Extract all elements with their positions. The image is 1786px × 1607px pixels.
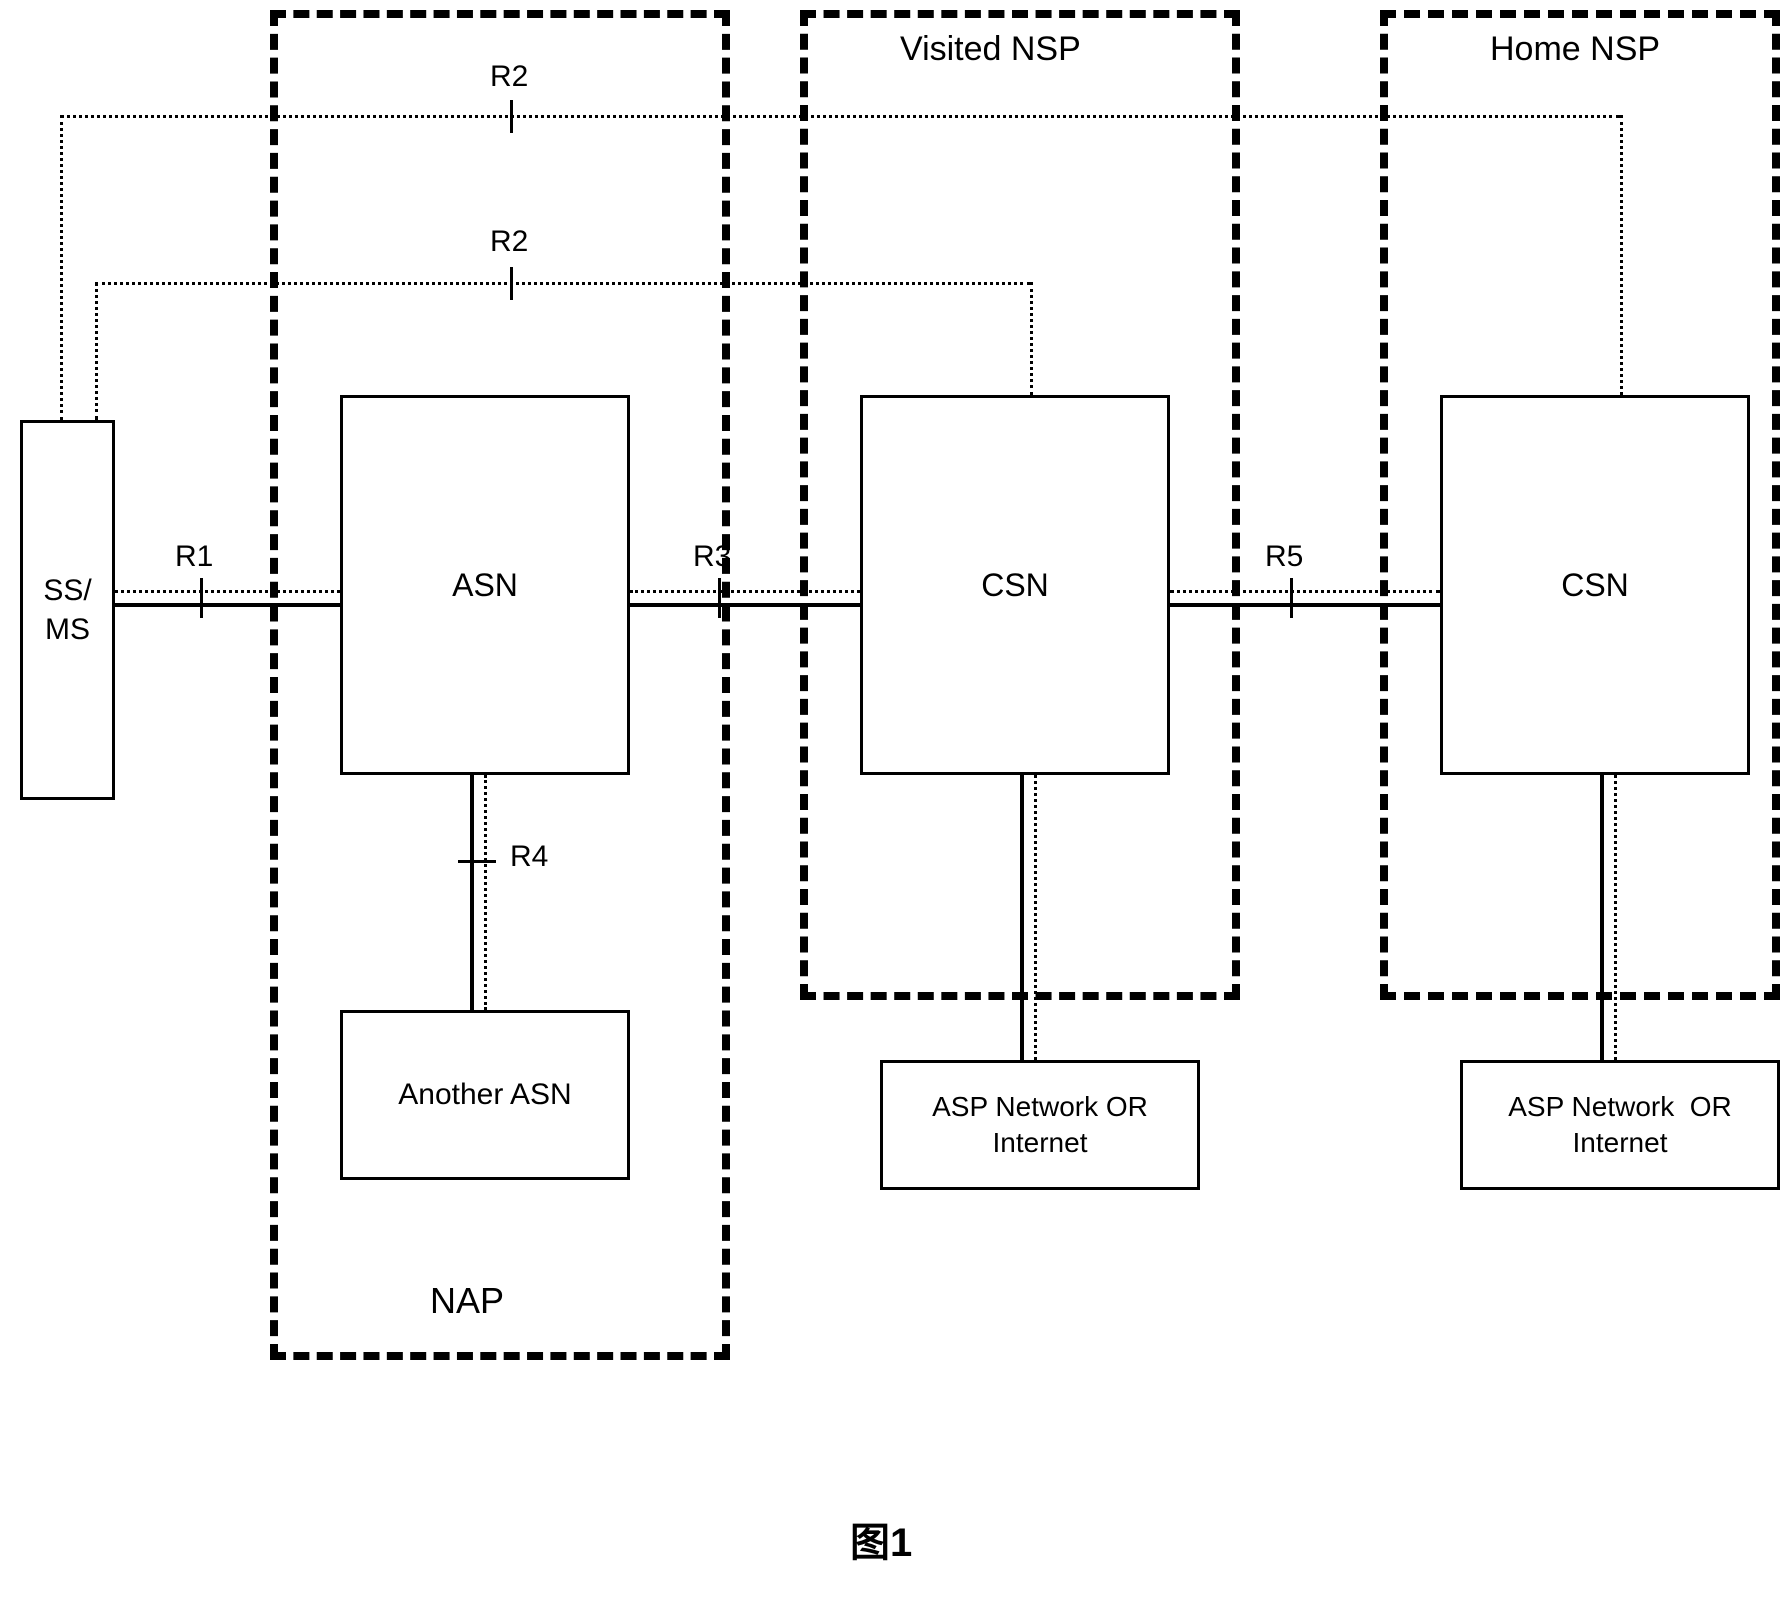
node-asn: ASN (340, 395, 630, 775)
edge-r1-solid (115, 603, 340, 607)
edge-r2-lower-v2 (1030, 282, 1033, 395)
label-r1: R1 (175, 540, 213, 574)
node-csn-home-label: CSN (1561, 567, 1629, 604)
edge-r5-solid (1170, 603, 1440, 607)
tick-r3 (718, 578, 721, 618)
node-asp-visited: ASP Network ORInternet (880, 1060, 1200, 1190)
edge-r2-upper-h (60, 115, 1620, 118)
node-csn-visited: CSN (860, 395, 1170, 775)
edge-csnh-asp-dot (1614, 775, 1617, 1060)
edge-r1-dot (115, 590, 340, 593)
node-asp-home-label: ASP Network ORInternet (1508, 1089, 1732, 1162)
node-ss-ms-label: SS/MS (43, 571, 91, 649)
edge-r3-dot (630, 590, 860, 593)
label-home-nsp: Home NSP (1490, 30, 1660, 69)
edge-r4-dot (484, 775, 487, 1010)
edge-csnv-asp-dot (1034, 775, 1037, 1060)
edge-r2-lower-v1 (95, 282, 98, 420)
edge-r3-solid (630, 603, 860, 607)
edge-r2-lower-h (95, 282, 1030, 285)
label-r2-lower: R2 (490, 225, 528, 259)
tick-r2-lower (510, 267, 513, 300)
label-r3: R3 (693, 540, 731, 574)
node-csn-visited-label: CSN (981, 567, 1049, 604)
label-r5: R5 (1265, 540, 1303, 574)
label-visited-nsp: Visited NSP (900, 30, 1081, 69)
tick-r4 (458, 860, 496, 863)
node-asp-home: ASP Network ORInternet (1460, 1060, 1780, 1190)
node-another-asn: Another ASN (340, 1010, 630, 1180)
edge-r4-solid (470, 775, 474, 1010)
edge-csnv-asp-solid (1020, 775, 1024, 1060)
tick-r1 (200, 578, 203, 618)
tick-r5 (1290, 578, 1293, 618)
label-r2-upper: R2 (490, 60, 528, 94)
label-r4: R4 (510, 840, 548, 874)
label-nap: NAP (430, 1280, 504, 1322)
node-ss-ms: SS/MS (20, 420, 115, 800)
figure-caption: 图1 (850, 1510, 912, 1568)
edge-r2-upper-v2 (1620, 115, 1623, 395)
node-asp-visited-label: ASP Network ORInternet (932, 1089, 1148, 1162)
tick-r2-upper (510, 100, 513, 133)
node-csn-home: CSN (1440, 395, 1750, 775)
edge-r5-dot (1170, 590, 1440, 593)
node-asn-label: ASN (452, 567, 518, 604)
diagram-canvas: NAP Visited NSP Home NSP R2 R2 R1 R3 R5 … (0, 0, 1786, 1607)
edge-csnh-asp-solid (1600, 775, 1604, 1060)
node-another-asn-label: Another ASN (398, 1078, 571, 1112)
edge-r2-upper-v1 (60, 115, 63, 420)
